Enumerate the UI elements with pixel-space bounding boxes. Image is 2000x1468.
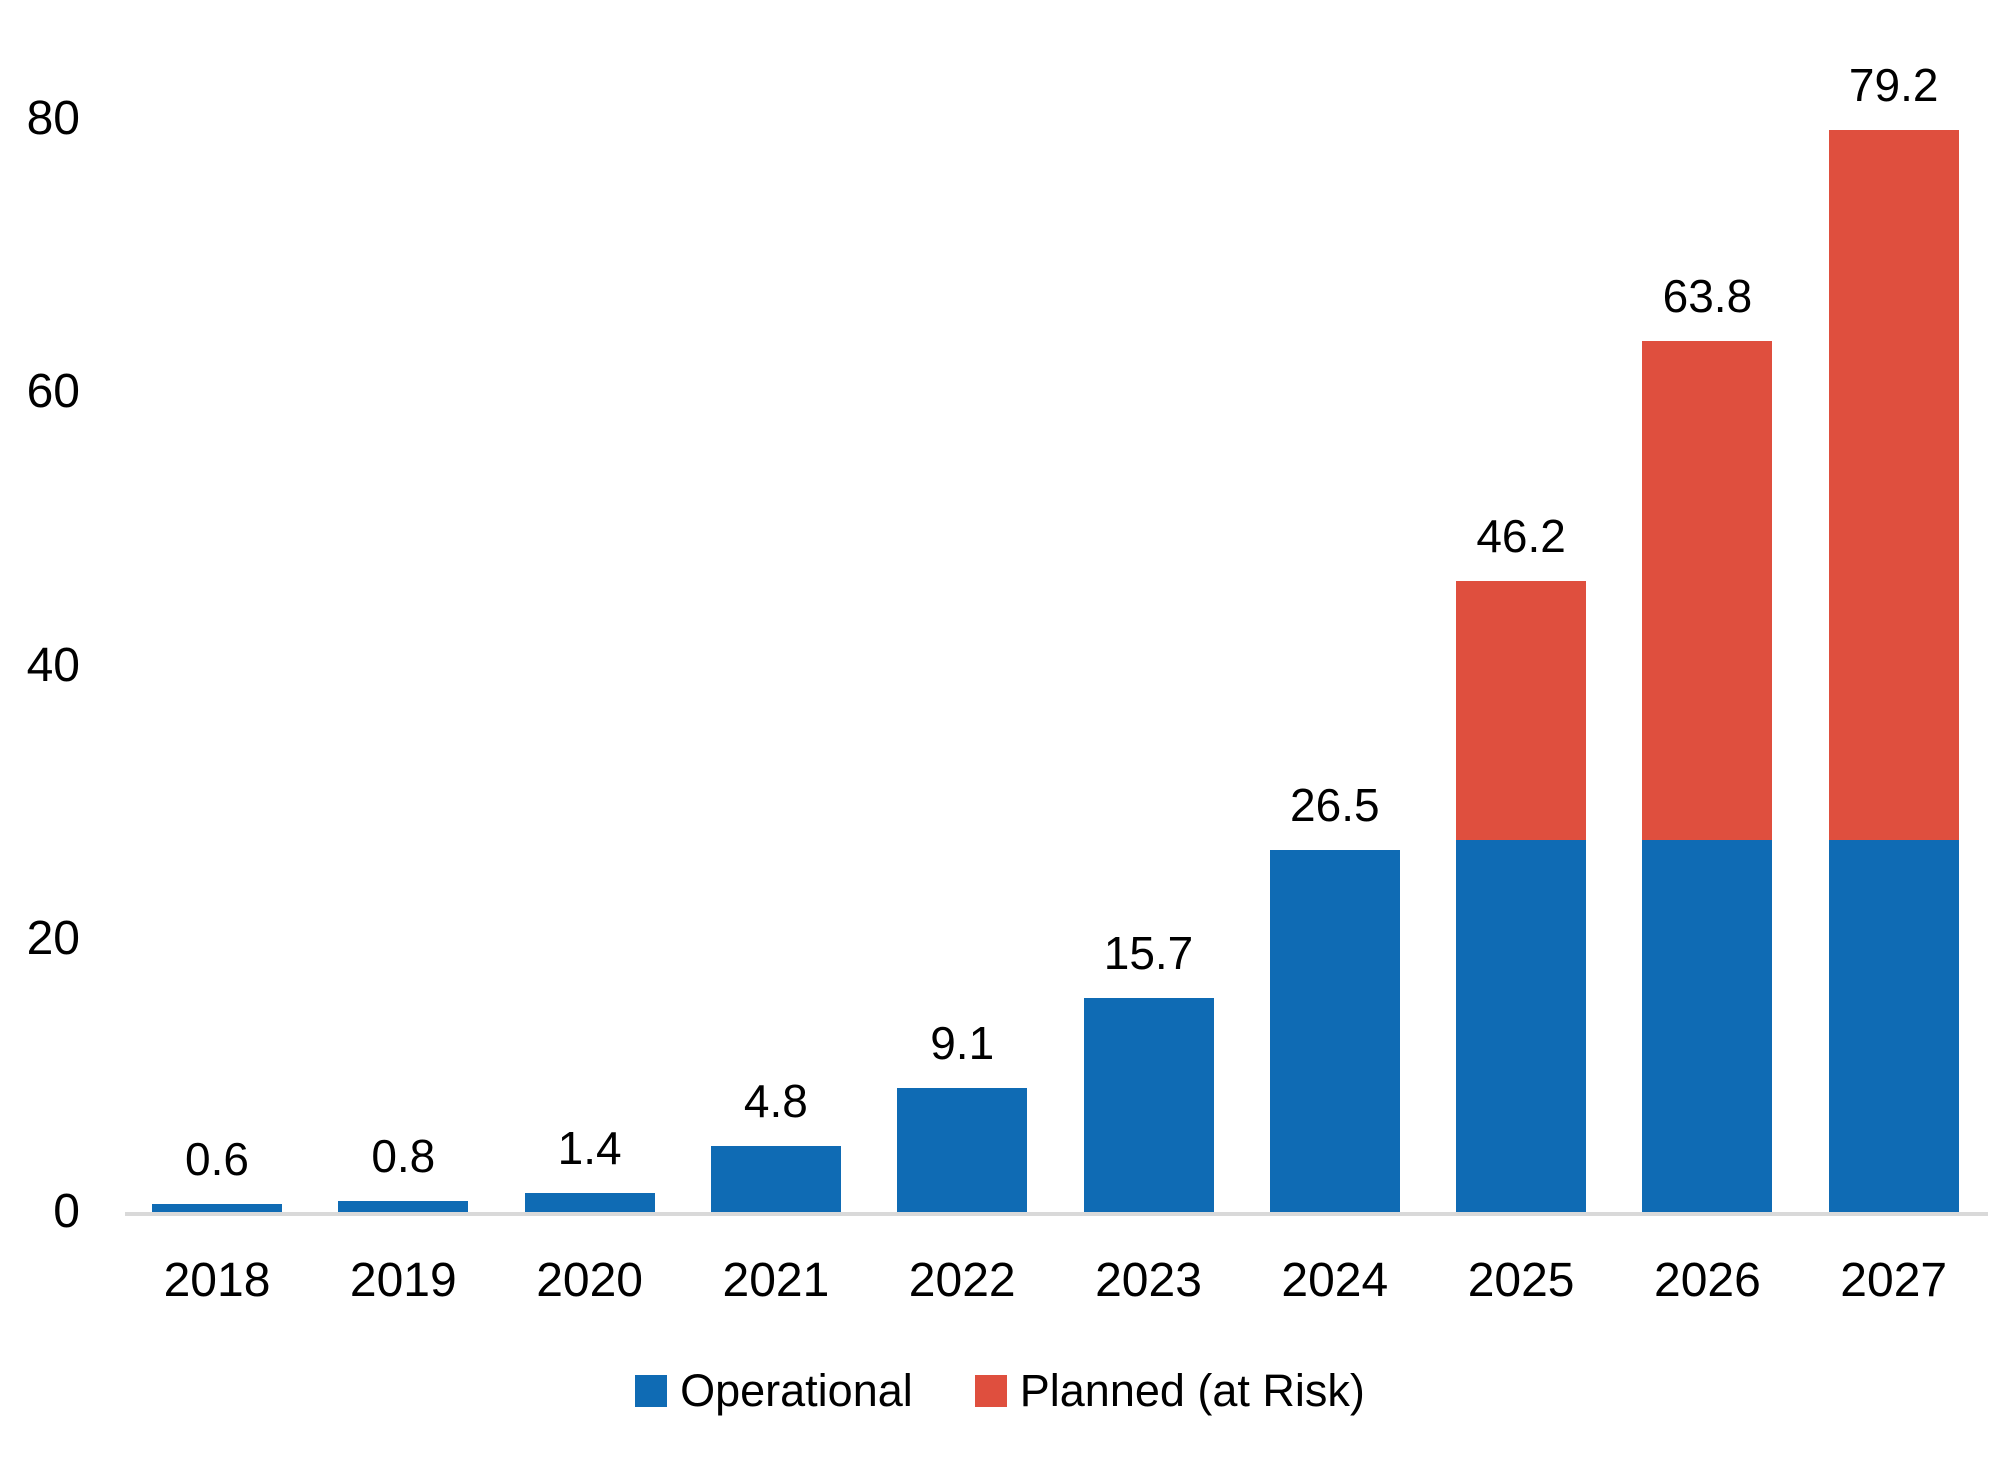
bar-segment-operational-2019: [338, 1201, 469, 1212]
y-tick-label-0: 0: [53, 1185, 80, 1238]
x-axis-line: [125, 1212, 1988, 1216]
bar-segment-planned-2027: [1828, 130, 1959, 841]
x-tick-label-2024: 2024: [1281, 1254, 1389, 1307]
bar-total-label-2022: 9.1: [930, 1016, 995, 1069]
bar-segment-operational-2026: [1642, 840, 1773, 1212]
x-tick-label-2025: 2025: [1467, 1254, 1575, 1307]
bar-segment-planned-2026: [1642, 340, 1773, 841]
y-tick-label-20: 20: [26, 911, 80, 965]
x-tick-label-2023: 2023: [1095, 1254, 1202, 1307]
bar-total-label-2026: 63.8: [1662, 269, 1753, 322]
x-tick-label-2022: 2022: [908, 1254, 1016, 1307]
x-tick-label-2019: 2019: [349, 1254, 457, 1307]
bar-total-label-2018: 0.6: [185, 1132, 249, 1185]
y-tick-label-80: 80: [26, 92, 80, 146]
x-tick-label-2020: 2020: [536, 1254, 643, 1307]
legend-item-operational: Operational: [635, 1366, 913, 1416]
bar-total-label-2021: 4.8: [743, 1075, 808, 1128]
bar-segment-planned-2025: [1456, 580, 1587, 841]
y-tick-label-40: 40: [26, 638, 80, 692]
x-tick-label-2021: 2021: [722, 1254, 830, 1307]
x-tick-label-2027: 2027: [1840, 1254, 1948, 1307]
bar-segment-operational-2024: [1269, 850, 1400, 1212]
y-tick-label-60: 60: [26, 365, 80, 419]
legend-item-planned: Planned (at Risk): [974, 1365, 1365, 1416]
legend-label-operational: Operational: [680, 1365, 913, 1416]
bar-segment-operational-2021: [710, 1146, 841, 1212]
legend: Operational Planned (at Risk): [0, 1366, 2000, 1416]
x-tick-label-2018: 2018: [163, 1254, 271, 1307]
bar-segment-operational-2020: [524, 1192, 655, 1212]
bar-total-label-2019: 0.8: [371, 1130, 436, 1183]
legend-swatch-planned-icon: [974, 1374, 1007, 1407]
bar-total-label-2025: 46.2: [1476, 509, 1566, 562]
bar-segment-operational-2023: [1083, 997, 1214, 1212]
legend-swatch-operational-icon: [635, 1374, 668, 1407]
bar-segment-operational-2027: [1828, 840, 1959, 1212]
bar-total-label-2023: 15.7: [1103, 926, 1194, 979]
bar-total-label-2027: 79.2: [1848, 59, 1939, 112]
bar-total-label-2020: 1.4: [557, 1121, 622, 1174]
legend-label-planned: Planned (at Risk): [1019, 1365, 1365, 1416]
bar-segment-operational-2025: [1456, 840, 1587, 1212]
bar-segment-operational-2018: [152, 1203, 282, 1212]
x-tick-label-2026: 2026: [1654, 1254, 1761, 1307]
bar-segment-operational-2022: [897, 1087, 1028, 1212]
bar-total-label-2024: 26.5: [1290, 779, 1380, 832]
